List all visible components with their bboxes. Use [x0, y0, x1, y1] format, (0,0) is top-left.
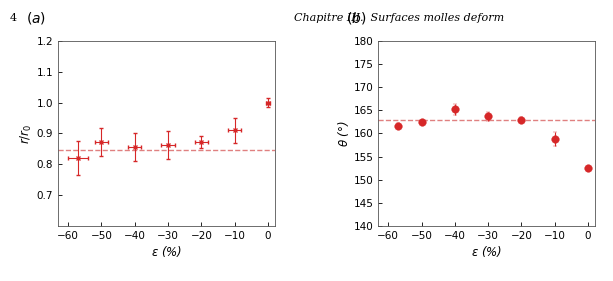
Text: $(b)$: $(b)$	[346, 10, 367, 26]
X-axis label: $\varepsilon$ (%): $\varepsilon$ (%)	[151, 244, 182, 259]
Text: 4: 4	[9, 13, 17, 23]
Text: Chapitre III.  Surfaces molles deform: Chapitre III. Surfaces molles deform	[294, 13, 504, 23]
X-axis label: $\varepsilon$ (%): $\varepsilon$ (%)	[471, 244, 502, 259]
Y-axis label: $\theta$ (°): $\theta$ (°)	[336, 120, 351, 147]
Y-axis label: $r/r_0$: $r/r_0$	[19, 123, 34, 144]
Text: $(a)$: $(a)$	[26, 10, 46, 26]
